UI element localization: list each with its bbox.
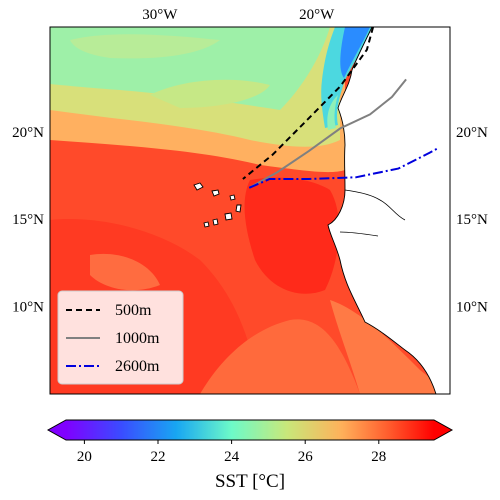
- latitude-ticks: 20°N 20°N 15°N 15°N 10°N 10°N: [12, 125, 488, 316]
- lat-tick-label-left: 20°N: [12, 125, 44, 141]
- lat-tick-label-right: 20°N: [456, 125, 488, 141]
- isobath-lines: [242, 27, 440, 189]
- lon-tick-label: 20°W: [299, 7, 335, 23]
- isobath-line-1000m: [248, 78, 407, 189]
- colorbar-tick-label: 26: [298, 449, 314, 465]
- colorbar-bar: [66, 420, 434, 440]
- colorbar-high-extend: [434, 420, 452, 440]
- isobath-line-2600m: [248, 146, 440, 189]
- lon-tick-label: 30°W: [142, 7, 178, 23]
- colorbar-outline: [46, 419, 454, 441]
- legend-box: [57, 290, 184, 385]
- lat-tick-label-right: 10°N: [456, 300, 488, 316]
- colorbar: 20 22 24 26 28 SST [°C]: [46, 419, 454, 492]
- isobath-line-500m: [242, 27, 375, 180]
- colorbar-tick-label: 22: [151, 449, 166, 465]
- cape-verde-islands: [193, 182, 242, 228]
- longitude-ticks: 30°W 20°W: [142, 7, 335, 23]
- colorbar-tick-label: 20: [77, 449, 92, 465]
- lat-tick-label-left: 10°N: [12, 300, 44, 316]
- river: [344, 189, 406, 221]
- lat-tick-label-right: 15°N: [456, 212, 488, 228]
- coastline: [327, 27, 437, 394]
- colorbar-tick-label: 24: [224, 449, 240, 465]
- lat-tick-label-left: 15°N: [12, 212, 44, 228]
- colorbar-low-extend: [48, 420, 66, 440]
- colorbar-tick-label: 28: [371, 449, 386, 465]
- river: [339, 231, 379, 237]
- legend-label: 1000m: [115, 330, 160, 347]
- legend-label: 2600m: [115, 358, 160, 375]
- map-frame: [49, 26, 451, 395]
- legend-label: 500m: [115, 302, 152, 319]
- legend: 500m 1000m 2600m: [57, 290, 184, 385]
- colorbar-label: SST [°C]: [215, 471, 285, 492]
